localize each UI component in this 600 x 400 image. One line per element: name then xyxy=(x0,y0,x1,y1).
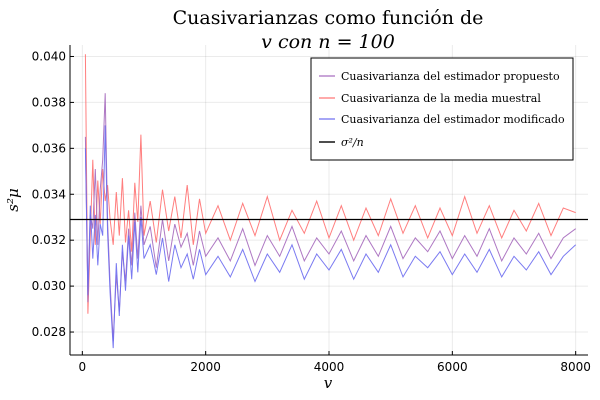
y-tick-label: 0.030 xyxy=(32,279,66,293)
x-tick-label: 4000 xyxy=(314,360,345,374)
series-line-sample-mean xyxy=(84,54,576,314)
y-tick-label: 0.032 xyxy=(32,233,66,247)
axes xyxy=(69,45,588,356)
y-tick-label: 0.028 xyxy=(32,325,66,339)
x-tick-label: 2000 xyxy=(190,360,221,374)
y-tick-label: 0.038 xyxy=(32,95,66,109)
legend-label: Cuasivarianza del estimador modificado xyxy=(341,113,565,126)
chart-title-line1: Cuasivarianzas como función de xyxy=(173,7,484,29)
legend-label: Cuasivarianza del estimador propuesto xyxy=(341,70,560,83)
legend-label-reference: σ²/n xyxy=(341,136,364,149)
chart-title-line2: v con n = 100 xyxy=(261,31,395,53)
y-tick-label: 0.040 xyxy=(32,49,66,63)
legend-label: Cuasivarianza de la media muestral xyxy=(341,92,541,105)
tick-labels: 0 2000 4000 6000 8000 0.028 0.030 0.032 0.034 0.0… xyxy=(32,49,591,374)
x-axis-label: v xyxy=(324,374,333,392)
x-tick-label: 6000 xyxy=(437,360,468,374)
series-line-modified-estimator xyxy=(84,125,577,349)
series-lines xyxy=(70,54,588,349)
y-tick-label: 0.036 xyxy=(32,141,66,155)
y-axis-label: s²μ xyxy=(4,188,22,211)
y-tick-label: 0.034 xyxy=(32,187,66,201)
legend: Cuasivarianza del estimador propuesto Cua… xyxy=(310,57,574,161)
x-tick-label: 0 xyxy=(79,360,87,374)
x-tick-label: 8000 xyxy=(560,360,591,374)
legend-box xyxy=(310,57,574,161)
